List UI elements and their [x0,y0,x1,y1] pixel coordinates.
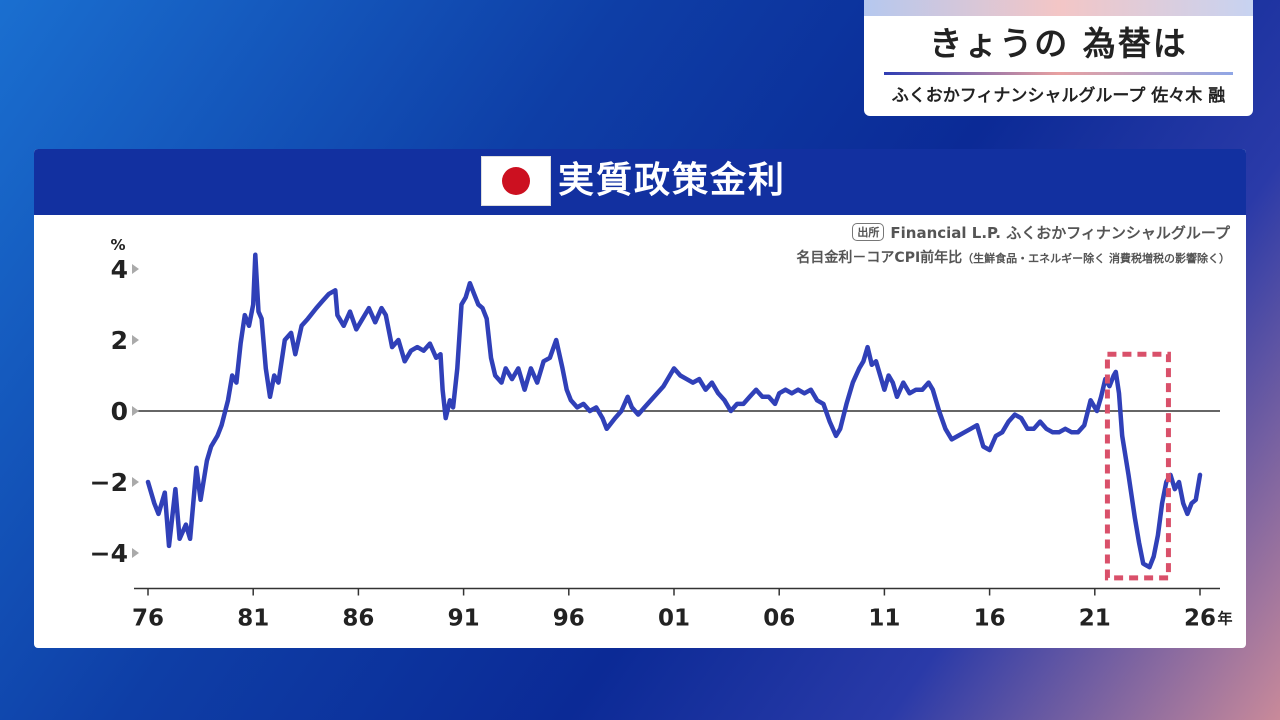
y-tick-label: −2 [90,468,128,497]
x-tick-label: 26 [1184,606,1216,632]
series-definition-note: 名目金利－コアCPI前年比（生鮮食品・エネルギー除く 消費税増税の影響除く） [796,247,1230,267]
x-tick-label: 76 [132,606,164,632]
x-tick-label: 91 [448,606,480,632]
segment-title-card: きょうの 為替は ふくおかフィナンシャルグループ 佐々木 融 [864,0,1253,116]
y-tick-label: 0 [111,397,128,426]
title-card-accent-bar [864,0,1253,16]
y-tick-marker [132,477,139,487]
x-tick-label: 86 [342,606,374,632]
x-tick-label: 06 [763,606,795,632]
x-tick-label: 21 [1079,606,1111,632]
x-tick-label: 96 [553,606,585,632]
source-credit: 出所 Financial L.P. ふくおかフィナンシャルグループ [852,222,1230,243]
note-main: 名目金利－コアCPI前年比 [796,250,963,266]
segment-title: きょうの 為替は [929,24,1188,63]
x-tick-label: 11 [868,606,900,632]
x-unit-label: 年 [1217,610,1232,628]
japan-flag-icon [482,157,550,205]
y-tick-marker [132,335,139,345]
y-tick-label: 4 [111,255,128,284]
x-tick-label: 16 [974,606,1006,632]
line-chart: %4 2 0 −2 −4 76 81 86 91 96 01 06 11 16 21 26 年 [90,236,1233,632]
title-card-divider [884,72,1233,75]
y-tick-marker [132,548,139,558]
chart-title: 実質政策金利 [558,160,787,201]
y-unit-label: % [110,236,125,254]
x-tick-label: 81 [237,606,269,632]
y-tick-marker [132,406,139,416]
presenter-byline: ふくおかフィナンシャルグループ 佐々木 融 [891,86,1226,106]
x-tick-label: 01 [658,606,690,632]
note-detail: （生鮮食品・エネルギー除く 消費税増税の影響除く） [962,252,1230,265]
y-tick-label: −4 [90,539,128,568]
series-line [145,252,1203,570]
y-tick-label: 2 [111,326,128,355]
chart-panel: 実質政策金利 出所 Financial L.P. ふくおかフィナンシャルグループ … [34,149,1246,648]
chart-panel-header: 実質政策金利 [34,149,1246,215]
highlight-box [1104,351,1171,581]
source-tag: 出所 [852,223,885,241]
y-tick-marker [132,264,139,274]
source-text: Financial L.P. ふくおかフィナンシャルグループ [890,224,1230,242]
